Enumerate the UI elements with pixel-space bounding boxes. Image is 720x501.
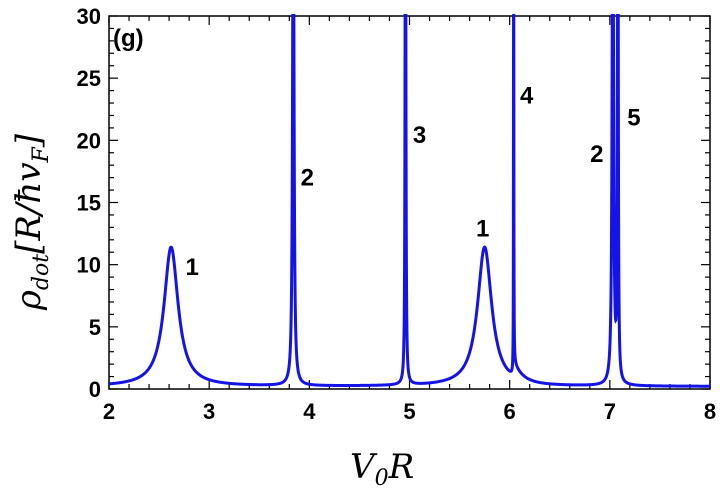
x-tick-label: 8 [704,399,716,424]
peak-label: 4 [520,82,534,109]
y-tick-label: 10 [77,253,101,278]
y-axis-title: ρdot[R/ħvF] [9,133,54,311]
peak-label: 1 [185,254,198,281]
axis-ticks [108,15,711,390]
panel-label: (g) [113,25,144,52]
peak-label: 2 [301,164,314,191]
peak-label: 2 [590,141,603,168]
y-tick-label: 5 [89,315,101,340]
x-axis-title: V0R [350,447,414,491]
x-tick-label: 3 [203,399,215,424]
y-tick-label: 20 [77,128,101,153]
x-tick-label: 6 [504,399,516,424]
svg-text:ρdot[R/ħvF]: ρdot[R/ħvF] [9,133,54,311]
peak-label: 1 [476,215,489,242]
y-tick-label: 30 [77,4,101,29]
y-tick-label: 25 [77,66,101,91]
x-tick-label: 2 [103,399,115,424]
y-tick-label: 0 [89,377,101,402]
x-tick-label: 7 [604,399,616,424]
x-tick-label: 5 [403,399,415,424]
x-tick-label: 4 [303,399,316,424]
series-line [109,14,710,388]
y-tick-label: 15 [77,191,101,216]
peak-label: 3 [413,122,426,149]
peak-label: 5 [627,105,640,132]
